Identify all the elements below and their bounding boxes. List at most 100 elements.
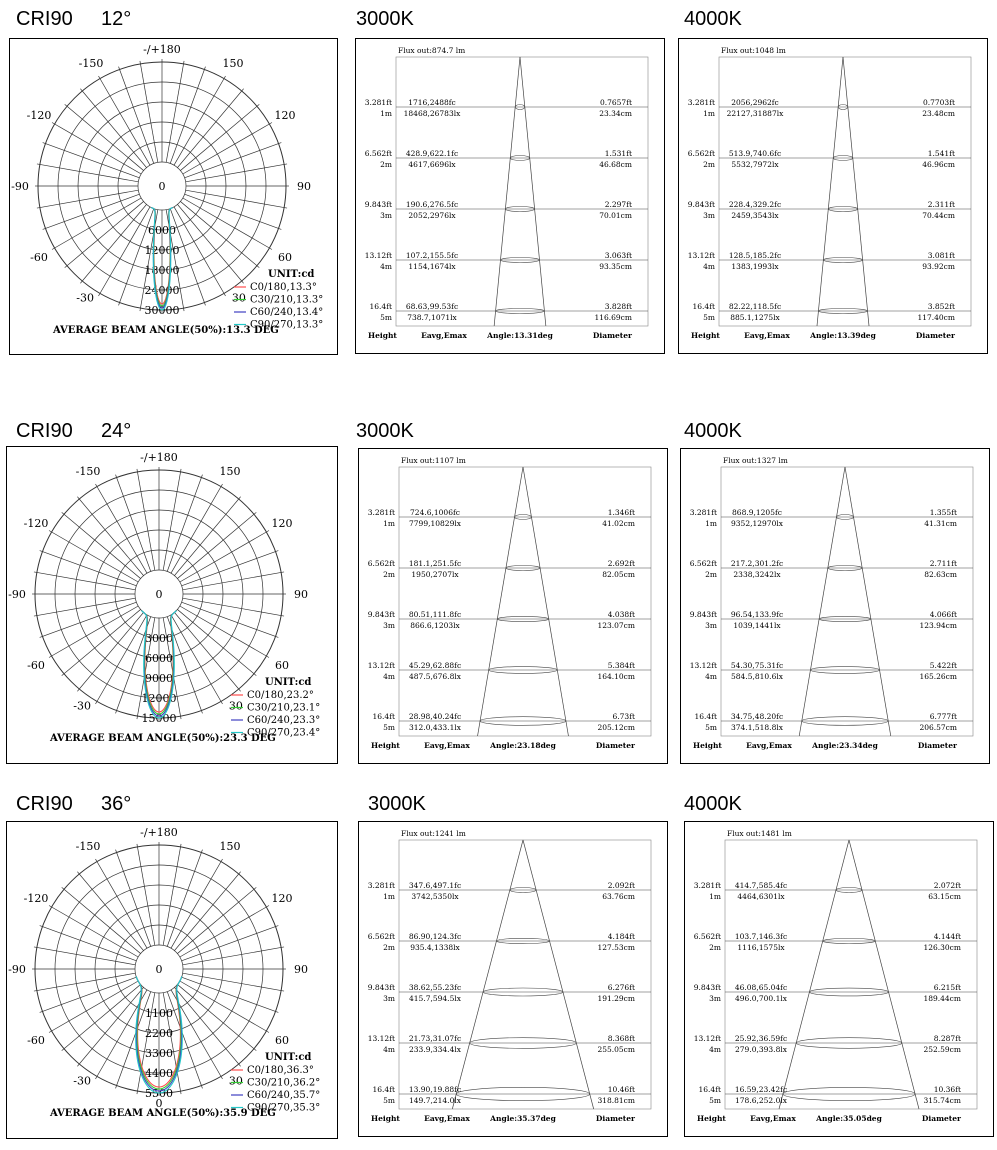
polar-spoke <box>180 201 258 266</box>
polar-spoke <box>166 477 202 572</box>
cone-header-eavg: Eavg,Emax <box>424 741 470 750</box>
cone-diameter-ft: 0.7657ft <box>600 98 632 107</box>
cone-side-right <box>522 839 595 1110</box>
polar-ring-value-label: 6000 <box>148 224 176 237</box>
cone-side-left <box>798 466 846 737</box>
cone-illuminance-fc: 96.54,133.9fc <box>731 610 783 619</box>
polar-angle-label: -120 <box>24 517 49 530</box>
polar-outer-tick <box>275 925 279 927</box>
cone-diameter-ft: 0.7703ft <box>923 98 955 107</box>
cone-height-ft: 9.843ft <box>690 610 717 619</box>
polar-spoke <box>182 597 282 616</box>
polar-outer-tick <box>281 946 285 948</box>
polar-average-beam-angle: AVERAGE BEAM ANGLE(50%):13.3 DEG <box>52 325 279 336</box>
polar-spoke <box>174 612 239 690</box>
polar-angle-label: 90 <box>297 180 311 193</box>
cone-diameter-cm: 123.94cm <box>919 621 957 630</box>
polar-outer-tick <box>253 1048 257 1051</box>
cone-height-m: 1m <box>380 109 392 118</box>
polar-legend-label: C0/180,23.2° <box>247 690 314 701</box>
cone-illuminance-lx: 496.0,700.1lx <box>735 994 788 1003</box>
polar-spoke <box>137 846 156 946</box>
cone-illuminance-lx: 149.7,214.0lx <box>409 1096 462 1105</box>
polar-spoke <box>137 992 156 1092</box>
polar-outer-tick <box>77 1063 80 1067</box>
cone-diameter-cm: 255.05cm <box>597 1045 635 1054</box>
row2-cone1-cct: 3000K <box>356 420 414 442</box>
cone-illuminance-fc: 217.2,301.2fc <box>731 559 783 568</box>
cone-level-ellipse <box>809 987 889 997</box>
polar-spoke <box>170 614 222 702</box>
cone-level-ellipse <box>514 104 526 110</box>
polar-spoke <box>54 123 142 175</box>
cone-height-ft: 13.12ft <box>365 251 392 260</box>
cone-diameter-ft: 3.828ft <box>605 302 632 311</box>
cone-illuminance-lx: 18468,26783lx <box>404 109 462 118</box>
polar-unit-label: UNIT:cd <box>265 1052 311 1063</box>
cone-diameter-cm: 70.01cm <box>599 211 632 220</box>
polar-outer-tick <box>39 1011 43 1013</box>
cone-diameter-ft: 3.852ft <box>928 302 955 311</box>
cone-illuminance-lx: 233.9,334.4lx <box>409 1045 462 1054</box>
cone-level-ellipse <box>505 565 541 571</box>
cone-illuminance-lx: 178.6,252.0lx <box>735 1096 788 1105</box>
cone-height-ft: 9.843ft <box>688 200 715 209</box>
cone-diameter-ft: 1.541ft <box>928 149 955 158</box>
cone-level-ellipse <box>835 887 863 893</box>
cone-diameter-ft: 1.355ft <box>930 508 957 517</box>
cone-diameter-cm: 82.63cm <box>924 570 957 579</box>
polar-ring-value-label: 30000 <box>145 304 180 317</box>
cone-height-ft: 6.562ft <box>688 149 715 158</box>
polar-spoke <box>177 204 242 282</box>
cone-illuminance-lx: 279.0,393.8lx <box>735 1045 788 1054</box>
cone-height-m: 4m <box>383 672 395 681</box>
polar-angle-label: 90 <box>294 963 308 976</box>
cone-diameter-cm: 63.76cm <box>602 892 635 901</box>
polar-spoke <box>119 69 155 164</box>
polar-spoke <box>51 980 139 1032</box>
row3-cri-label: CRI90 <box>16 793 73 815</box>
cone-diameter-ft: 1.346ft <box>608 508 635 517</box>
cone-flux-label: Flux out:1048 lm <box>721 46 786 55</box>
row3-cone1-cct: 3000K <box>368 793 426 815</box>
polar-ring <box>117 141 207 231</box>
cone-height-ft: 3.281ft <box>368 881 395 890</box>
cone-illuminance-fc: 228.4,329.2fc <box>729 200 781 209</box>
polar-outer-tick <box>95 701 98 705</box>
polar-outer-tick <box>42 228 46 230</box>
polar-legend-label: C30/210,36.2° <box>247 1078 320 1089</box>
polar-spoke <box>173 78 225 166</box>
polar-ring <box>74 884 244 1054</box>
polar-spoke <box>137 617 156 717</box>
polar-angle-label: -150 <box>76 465 101 478</box>
cone-height-ft: 6.562ft <box>694 932 721 941</box>
row1-cone1-cct: 3000K <box>356 8 414 30</box>
cone-level-ellipse <box>495 308 545 314</box>
cone-header-eavg: Eavg,Emax <box>424 1114 470 1123</box>
polar-spoke <box>181 551 276 587</box>
row3-beam-label: 36° <box>101 793 132 815</box>
cone-illuminance-fc: 86.90,124.3fc <box>409 932 461 941</box>
polar-ring <box>114 549 204 639</box>
polar-spoke <box>36 972 136 991</box>
cone-diameter-ft: 5.384ft <box>608 661 635 670</box>
cone-height-m: 5m <box>380 313 392 322</box>
polar-diagram-36: -/+180 -150 150 -120 120 -90 90 -60 60 -30 30 0 1100… <box>6 821 338 1139</box>
cone-diameter-ft: 4.038ft <box>608 610 635 619</box>
cone-diameter-cm: 46.96cm <box>922 160 955 169</box>
polar-spoke <box>54 197 142 249</box>
cone-diameter-ft: 2.297ft <box>605 200 632 209</box>
cone-diameter-ft: 2.092ft <box>608 881 635 890</box>
cone-diameter-ft: 4.184ft <box>608 932 635 941</box>
polar-ring <box>114 924 204 1014</box>
polar-outer-tick <box>223 75 226 79</box>
cone-header-angle: Angle:23.18deg <box>489 741 556 750</box>
cone-illuminance-fc: 103.7,146.3fc <box>735 932 787 941</box>
cone-header-height: Height <box>371 1114 400 1123</box>
polar-spoke <box>177 609 255 674</box>
polar-outer-tick <box>284 163 288 165</box>
cone-diameter-ft: 2.692ft <box>608 559 635 568</box>
cone-side-right <box>844 466 892 737</box>
cone-diameter-cm: 93.35cm <box>599 262 632 271</box>
polar-outer-tick <box>39 636 43 638</box>
